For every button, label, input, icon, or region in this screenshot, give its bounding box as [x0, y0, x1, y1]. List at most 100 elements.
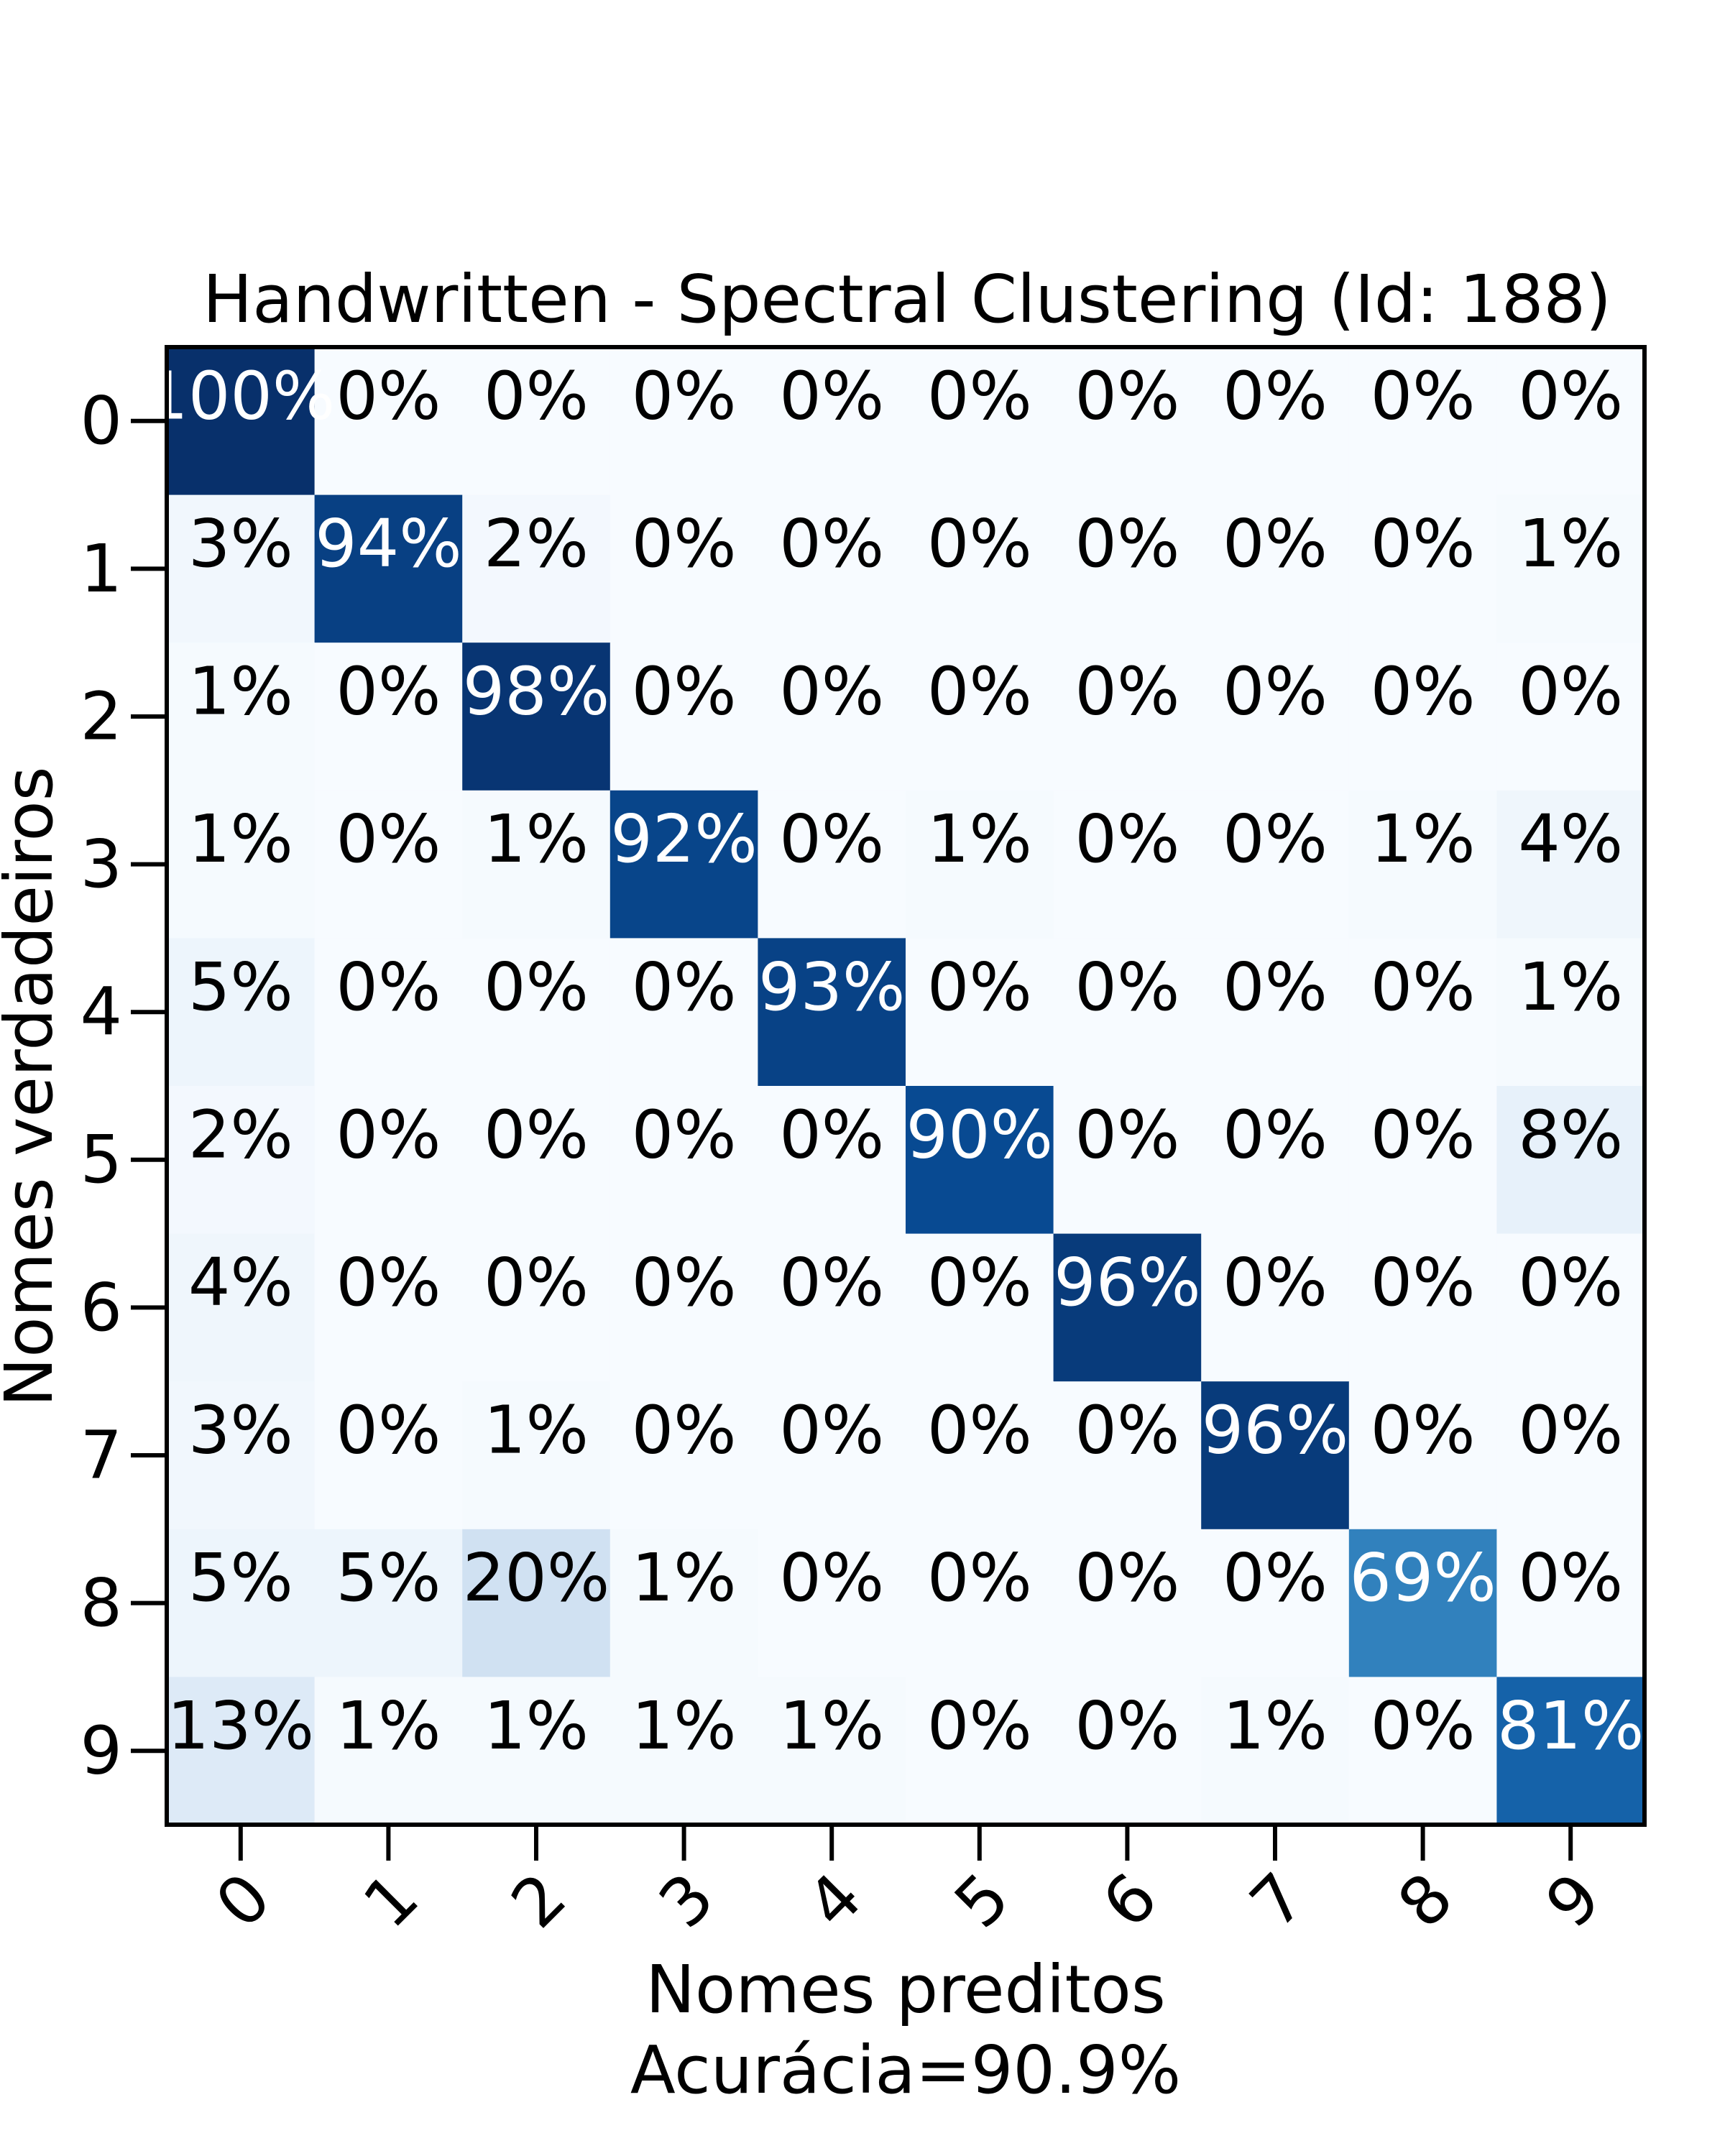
cell-label-r7-c4: 0% — [779, 1392, 884, 1469]
cell-label-r9-c1: 1% — [336, 1687, 441, 1764]
y-axis-ticks: 0 1 2 3 4 5 6 7 8 9 — [80, 382, 167, 1789]
heatmap-cells — [167, 347, 1645, 1825]
cell-label-r1-c4: 0% — [779, 505, 884, 582]
heatmap-cell-r7-c9 — [1496, 1381, 1645, 1530]
heatmap-cell-r4-c1 — [314, 938, 463, 1087]
cell-label-r2-c2: 98% — [463, 653, 610, 730]
cell-label-r1-c6: 0% — [1075, 505, 1179, 582]
cell-label-r9-c5: 0% — [927, 1687, 1032, 1764]
y-axis-label: Nomes verdadeiros — [0, 766, 68, 1406]
heatmap-cell-r0-c1 — [314, 347, 463, 496]
cell-label-r4-c8: 0% — [1371, 949, 1476, 1026]
heatmap-cell-r3-c5 — [906, 790, 1054, 939]
cell-label-r0-c5: 0% — [927, 357, 1032, 434]
accuracy-label: Acurácia=90.9% — [630, 2032, 1181, 2109]
heatmap-cell-r1-c1 — [314, 494, 463, 643]
cell-label-r4-c6: 0% — [1075, 949, 1179, 1026]
heatmap-cell-r8-c0 — [167, 1529, 316, 1677]
y-tick-label-8: 8 — [80, 1565, 122, 1641]
cell-label-r3-c9: 4% — [1518, 801, 1623, 877]
cell-label-r0-c0: 100% — [146, 357, 335, 434]
heatmap-cell-r8-c1 — [314, 1529, 463, 1677]
heatmap-cell-r5-c1 — [314, 1086, 463, 1235]
heatmap-cell-r1-c6 — [1053, 494, 1202, 643]
cell-label-r0-c3: 0% — [632, 357, 737, 434]
cell-label-r8-c7: 0% — [1223, 1539, 1328, 1616]
cell-label-r3-c5: 1% — [927, 801, 1032, 877]
cell-label-r3-c0: 1% — [188, 801, 293, 877]
heatmap-cell-r3-c1 — [314, 790, 463, 939]
heatmap-cell-r5-c0 — [167, 1086, 316, 1235]
cell-label-r4-c2: 0% — [484, 949, 589, 1026]
cell-label-r8-c4: 0% — [779, 1539, 884, 1616]
cell-label-r1-c5: 0% — [927, 505, 1032, 582]
heatmap-cell-r5-c8 — [1348, 1086, 1497, 1235]
heatmap-cell-r3-c7 — [1201, 790, 1350, 939]
heatmap-cell-r9-c2 — [462, 1677, 611, 1825]
heatmap-cell-r1-c2 — [462, 494, 611, 643]
heatmap-cell-r3-c8 — [1348, 790, 1497, 939]
heatmap-cell-r2-c1 — [314, 642, 463, 791]
heatmap-cell-r4-c8 — [1348, 938, 1497, 1087]
heatmap-cell-r1-c9 — [1496, 494, 1645, 643]
heatmap-cell-r7-c2 — [462, 1381, 611, 1530]
heatmap-cell-r8-c5 — [906, 1529, 1054, 1677]
cell-label-r2-c8: 0% — [1371, 653, 1476, 730]
cell-label-r9-c6: 0% — [1075, 1687, 1179, 1764]
heatmap-cell-labels: 100% 0% 0% 0% 0% 0% 0% 0% 0% 0% 3% 94% 2% 0% 0% 0% 0% 0% 0… — [146, 357, 1644, 1764]
heatmap-cell-r7-c8 — [1348, 1381, 1497, 1530]
heatmap-cell-r0-c0 — [167, 347, 316, 496]
chart-title: Handwritten - Spectral Clustering (Id: 1… — [203, 261, 1611, 338]
heatmap-cell-r2-c8 — [1348, 642, 1497, 791]
cell-label-r9-c9: 81% — [1497, 1687, 1644, 1764]
heatmap-cell-r8-c9 — [1496, 1529, 1645, 1677]
cell-label-r1-c3: 0% — [632, 505, 737, 582]
cell-label-r5-c5: 90% — [906, 1096, 1053, 1173]
cell-label-r6-c5: 0% — [927, 1244, 1032, 1321]
cell-label-r3-c7: 0% — [1223, 801, 1328, 877]
cell-label-r3-c1: 0% — [336, 801, 441, 877]
heatmap-cell-r8-c4 — [758, 1529, 906, 1677]
heatmap-cell-r0-c8 — [1348, 347, 1497, 496]
heatmap-cell-r6-c8 — [1348, 1233, 1497, 1382]
cell-label-r4-c0: 5% — [188, 949, 293, 1026]
heatmap-cell-r2-c7 — [1201, 642, 1350, 791]
cell-label-r1-c0: 3% — [188, 505, 293, 582]
cell-label-r2-c6: 0% — [1075, 653, 1179, 730]
heatmap-cell-r5-c5 — [906, 1086, 1054, 1235]
heatmap-cell-r6-c1 — [314, 1233, 463, 1382]
cell-label-r8-c6: 0% — [1075, 1539, 1179, 1616]
heatmap-cell-r0-c5 — [906, 347, 1054, 496]
y-tick-label-6: 6 — [80, 1269, 122, 1346]
cell-label-r5-c2: 0% — [484, 1096, 589, 1173]
heatmap-cell-r2-c6 — [1053, 642, 1202, 791]
heatmap-cell-r0-c4 — [758, 347, 906, 496]
cell-label-r2-c7: 0% — [1223, 653, 1328, 730]
heatmap-cell-r4-c7 — [1201, 938, 1350, 1087]
cell-label-r9-c7: 1% — [1223, 1687, 1328, 1764]
heatmap-cell-r6-c5 — [906, 1233, 1054, 1382]
cell-label-r5-c0: 2% — [188, 1096, 293, 1173]
y-tick-label-9: 9 — [80, 1713, 122, 1789]
cell-label-r6-c9: 0% — [1518, 1244, 1623, 1321]
cell-label-r8-c2: 20% — [463, 1539, 610, 1616]
cell-label-r4-c5: 0% — [927, 949, 1032, 1026]
cell-label-r8-c5: 0% — [927, 1539, 1032, 1616]
heatmap-cell-r1-c4 — [758, 494, 906, 643]
cell-label-r4-c1: 0% — [336, 949, 441, 1026]
heatmap-cell-r4-c0 — [167, 938, 316, 1087]
heatmap-cell-r2-c5 — [906, 642, 1054, 791]
cell-label-r8-c1: 5% — [336, 1539, 441, 1616]
cell-label-r0-c2: 0% — [484, 357, 589, 434]
heatmap-cell-r4-c2 — [462, 938, 611, 1087]
cell-label-r5-c1: 0% — [336, 1096, 441, 1173]
heatmap-cell-r2-c4 — [758, 642, 906, 791]
cell-label-r7-c2: 1% — [484, 1392, 589, 1469]
cell-label-r5-c8: 0% — [1371, 1096, 1476, 1173]
cell-label-r1-c7: 0% — [1223, 505, 1328, 582]
cell-label-r9-c2: 1% — [484, 1687, 589, 1764]
cell-label-r8-c0: 5% — [188, 1539, 293, 1616]
y-tick-label-5: 5 — [80, 1121, 122, 1198]
cell-label-r3-c4: 0% — [779, 801, 884, 877]
cell-label-r4-c9: 1% — [1518, 949, 1623, 1026]
